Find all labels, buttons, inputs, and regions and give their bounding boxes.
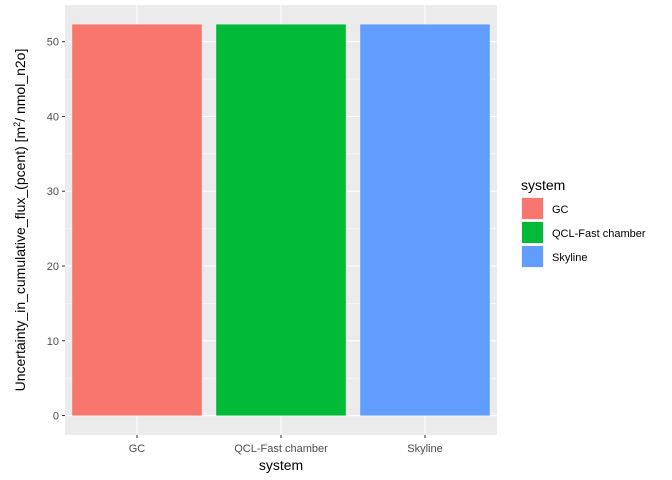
x-tick-label: Skyline xyxy=(407,443,442,455)
bar-skyline xyxy=(360,24,490,416)
y-axis-title-main: Uncertainty_in_cumulative_flux_(pcent) [… xyxy=(12,127,28,392)
legend-label: QCL-Fast chamber xyxy=(552,228,646,240)
bar-qcl-fast-chamber xyxy=(216,24,346,416)
y-tick-label: 20 xyxy=(47,261,59,273)
y-tick-label: 50 xyxy=(47,37,59,49)
y-tick-label: 10 xyxy=(47,336,59,348)
legend-title: system xyxy=(521,177,565,193)
y-axis-title: Uncertainty_in_cumulative_flux_(pcent) [… xyxy=(12,49,28,392)
legend-entries: GC QCL-Fast chamber Skyline xyxy=(521,197,646,268)
x-axis-title: system xyxy=(259,457,303,473)
bars xyxy=(72,24,490,416)
y-tick-label: 30 xyxy=(47,186,59,198)
y-axis: 0 10 20 30 40 50 xyxy=(47,37,65,423)
x-tick-label: QCL-Fast chamber xyxy=(234,443,328,455)
legend-label: GC xyxy=(552,204,569,216)
legend-swatch xyxy=(522,198,543,219)
y-tick-label: 0 xyxy=(53,411,59,423)
x-axis: GC QCL-Fast chamber Skyline xyxy=(129,435,443,455)
y-axis-title-superscript: 2 xyxy=(12,122,22,127)
y-tick-label: 40 xyxy=(47,111,59,123)
legend: system GC QCL-Fast chamber Skyline xyxy=(521,177,646,268)
x-tick-label: GC xyxy=(129,443,146,455)
legend-label: Skyline xyxy=(552,252,587,264)
legend-swatch xyxy=(522,246,543,267)
bar-gc xyxy=(72,24,202,416)
y-axis-title-end: / nmol_n2o] xyxy=(12,49,28,122)
legend-swatch xyxy=(522,222,543,243)
